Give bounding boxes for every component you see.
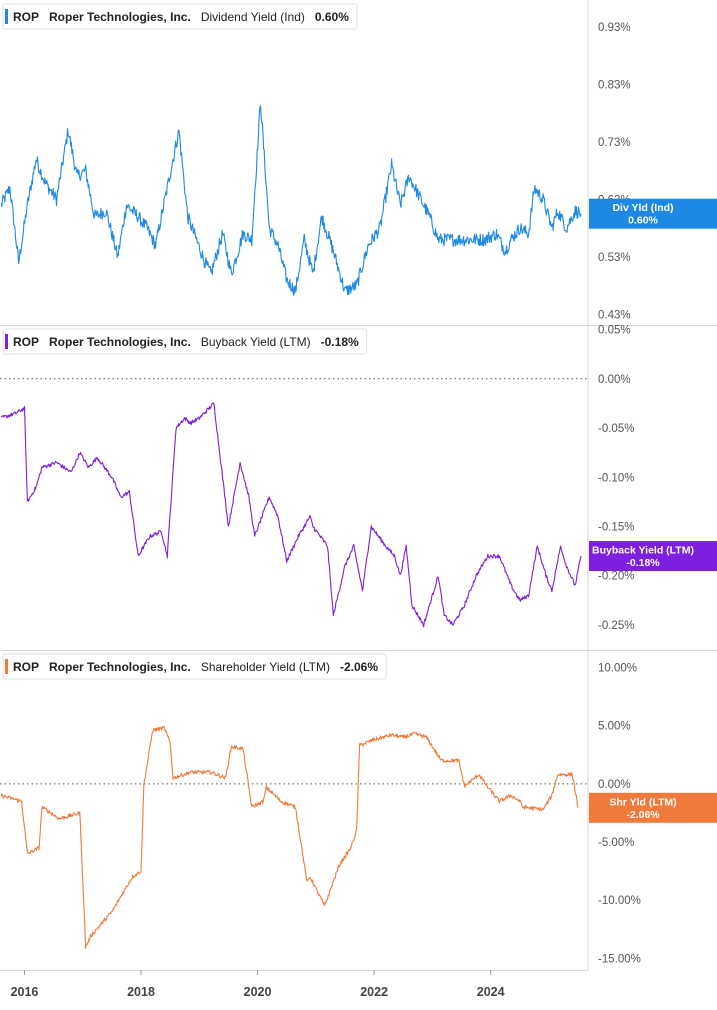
legend-ticker: ROP xyxy=(13,335,39,349)
x-tick-label: 2018 xyxy=(127,985,155,999)
legend-color-swatch xyxy=(5,9,8,24)
y-tick-label: -0.10% xyxy=(598,472,634,484)
legend-box xyxy=(2,328,368,355)
end-badge-value: 0.60% xyxy=(628,215,658,227)
end-value-badge: Buyback Yield (LTM)-0.18% xyxy=(589,541,717,572)
y-tick-label: 0.05% xyxy=(598,325,631,337)
y-tick-label: -15.00% xyxy=(598,953,641,965)
x-tick-label: 2024 xyxy=(477,985,505,999)
y-tick-label: -10.00% xyxy=(598,895,641,907)
legend-value: 0.60% xyxy=(315,10,349,24)
legend-metric: Dividend Yield (Ind) xyxy=(201,10,305,24)
y-tick-label: 0.43% xyxy=(598,309,631,321)
x-axis: 2016 2018 2020 2022 2024 xyxy=(0,970,588,999)
end-badge-value: -0.18% xyxy=(626,557,660,569)
y-tick-label: 0.00% xyxy=(598,374,631,386)
legend-value: -2.06% xyxy=(340,660,378,674)
legend-color-swatch xyxy=(5,334,8,349)
legend-ticker: ROP xyxy=(13,660,39,674)
end-value-badge: Div Yld (Ind)0.60% xyxy=(589,198,717,229)
end-value-badge: Shr Yld (LTM)-2.06% xyxy=(589,792,717,823)
x-tick-label: 2022 xyxy=(360,985,388,999)
y-tick-label: -0.05% xyxy=(598,423,634,435)
y-tick-label: -0.15% xyxy=(598,522,634,534)
legend-box xyxy=(2,653,387,680)
y-tick-label: -0.25% xyxy=(598,620,634,632)
legend-metric: Buyback Yield (LTM) xyxy=(201,335,311,349)
y-tick-label: 5.00% xyxy=(598,721,631,733)
legend-color-swatch xyxy=(5,659,8,674)
series-line xyxy=(0,725,579,949)
chart-panel-3: 10.00%5.00%0.00%-5.00%-10.00%-15.00%ROP R… xyxy=(0,650,717,970)
x-tick-label: 2020 xyxy=(244,985,272,999)
end-badge-value: -2.06% xyxy=(626,809,660,821)
end-badge-background xyxy=(589,198,717,229)
legend-company: Roper Technologies, Inc. xyxy=(49,335,191,349)
series-line xyxy=(0,105,582,296)
x-tick-label: 2016 xyxy=(11,985,39,999)
y-tick-label: 0.83% xyxy=(598,79,631,91)
end-badge-background xyxy=(589,541,717,572)
end-badge-label: Shr Yld (LTM) xyxy=(609,796,676,808)
y-tick-label: 0.00% xyxy=(598,779,631,791)
end-badge-label: Div Yld (Ind) xyxy=(612,202,673,214)
end-badge-background xyxy=(589,792,717,823)
legend-value: -0.18% xyxy=(321,335,359,349)
legend-company: Roper Technologies, Inc. xyxy=(49,10,191,24)
legend-company: Roper Technologies, Inc. xyxy=(49,660,191,674)
series-line xyxy=(0,402,582,628)
y-tick-label: -0.20% xyxy=(598,571,634,583)
y-tick-label: 10.00% xyxy=(598,662,637,674)
legend: ROP Roper Technologies, Inc. Shareholder Y… xyxy=(2,653,387,680)
legend-box xyxy=(2,3,358,30)
y-tick-label: 0.73% xyxy=(598,137,631,149)
legend: ROP Roper Technologies, Inc. Dividend Yiel… xyxy=(2,3,358,30)
y-tick-label: 0.93% xyxy=(598,22,631,34)
legend-ticker: ROP xyxy=(13,10,39,24)
chart-panel-2: 0.05% 0.00% -0.05% -0.10% -0.15% -0.20% -0.25%… xyxy=(0,325,717,650)
legend: ROP Roper Technologies, Inc. Buyback Yield… xyxy=(2,328,368,355)
y-tick-label: -5.00% xyxy=(598,837,634,849)
end-badge-label: Buyback Yield (LTM) xyxy=(592,545,694,557)
y-tick-label: 0.53% xyxy=(598,252,631,264)
legend-metric: Shareholder Yield (LTM) xyxy=(201,660,330,674)
